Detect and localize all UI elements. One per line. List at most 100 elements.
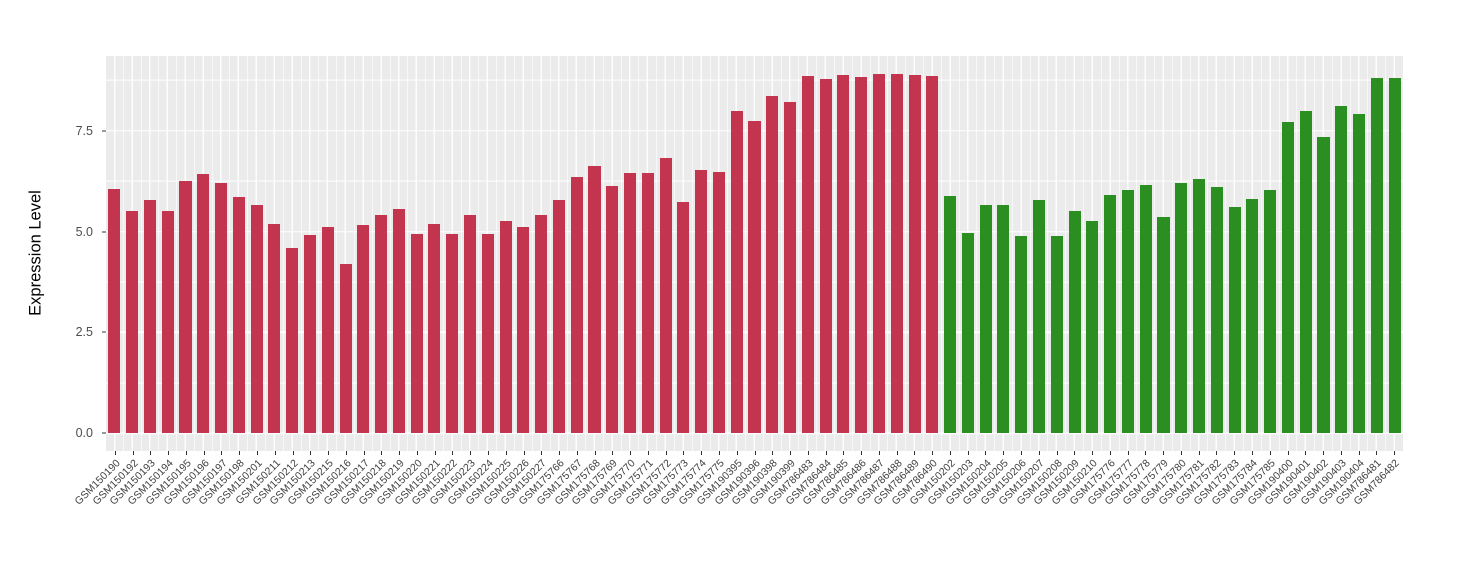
x-tick-mark bbox=[1394, 451, 1396, 455]
x-tick-mark bbox=[949, 451, 951, 455]
bar-slot bbox=[1278, 56, 1297, 451]
x-tick-mark bbox=[150, 451, 152, 455]
x-tick-mark bbox=[1323, 451, 1325, 455]
bar-slot bbox=[1225, 56, 1243, 451]
bar-slot bbox=[1029, 56, 1048, 451]
bar-GSM175785 bbox=[1264, 189, 1277, 434]
bar-GSM175774 bbox=[695, 170, 708, 434]
bar-GSM786484 bbox=[819, 79, 832, 434]
bar-slot bbox=[638, 56, 657, 451]
bar-slot bbox=[478, 56, 497, 451]
bar-GSM150206 bbox=[1015, 236, 1028, 434]
bar-slot bbox=[442, 56, 461, 451]
bar-slot bbox=[318, 56, 337, 451]
bar-GSM150225 bbox=[499, 220, 512, 434]
bar-GSM150217 bbox=[357, 225, 370, 434]
bar-slot bbox=[567, 56, 586, 451]
x-tick-mark bbox=[896, 451, 898, 455]
bar-slot bbox=[176, 56, 194, 451]
bar-slot bbox=[905, 56, 923, 451]
bar-slot bbox=[300, 56, 319, 451]
bar-slot bbox=[1136, 56, 1155, 451]
bar-slot bbox=[762, 56, 781, 451]
bar-slot bbox=[336, 56, 354, 451]
bar-slot bbox=[193, 56, 212, 451]
bar-GSM150196 bbox=[197, 173, 210, 434]
bar-GSM786489 bbox=[908, 74, 921, 434]
bar-GSM175775 bbox=[712, 171, 725, 434]
bar-slot bbox=[674, 56, 692, 451]
bar-slot bbox=[282, 56, 301, 451]
x-tick-mark bbox=[985, 451, 987, 455]
x-tick-mark bbox=[1038, 451, 1040, 455]
bar-GSM175782 bbox=[1210, 186, 1223, 434]
bar-GSM150226 bbox=[517, 227, 530, 434]
bar-slot bbox=[994, 56, 1012, 451]
bar-GSM150193 bbox=[143, 200, 156, 434]
bar-GSM150197 bbox=[215, 183, 228, 434]
bar-slot bbox=[1314, 56, 1332, 451]
bar-slot bbox=[691, 56, 710, 451]
bar-GSM190396 bbox=[748, 120, 761, 434]
x-tick-mark bbox=[345, 451, 347, 455]
x-tick-mark bbox=[825, 451, 827, 455]
y-tick-label: 2.5 bbox=[75, 325, 93, 340]
x-tick-mark bbox=[328, 451, 330, 455]
x-tick-mark bbox=[1092, 451, 1094, 455]
bar-slot bbox=[1082, 56, 1101, 451]
bar-GSM786488 bbox=[890, 73, 903, 434]
x-tick-mark bbox=[754, 451, 756, 455]
bar-GSM150218 bbox=[375, 214, 388, 434]
x-tick-mark bbox=[381, 451, 383, 455]
y-tick-mark bbox=[102, 231, 106, 232]
bar-slot bbox=[585, 56, 603, 451]
bar-slot bbox=[1171, 56, 1190, 451]
bar-GSM150215 bbox=[321, 226, 334, 434]
bar-slot bbox=[1385, 56, 1404, 451]
x-tick-mark bbox=[399, 451, 401, 455]
bar-slot bbox=[1011, 56, 1030, 451]
x-tick-mark bbox=[257, 451, 259, 455]
bar-GSM786481 bbox=[1370, 77, 1383, 434]
bar-slot bbox=[816, 56, 835, 451]
x-tick-mark bbox=[932, 451, 934, 455]
x-tick-mark bbox=[1021, 451, 1022, 455]
x-tick-mark bbox=[790, 451, 792, 455]
x-tick-mark bbox=[1376, 451, 1378, 455]
bar-slot bbox=[1296, 56, 1315, 451]
x-tick-mark bbox=[772, 451, 774, 455]
bar-slot bbox=[106, 56, 123, 451]
x-tick-mark bbox=[221, 451, 223, 455]
bar-GSM150216 bbox=[339, 263, 352, 434]
x-tick-mark bbox=[1216, 451, 1218, 455]
bar-GSM190402 bbox=[1317, 136, 1330, 434]
bar-GSM150208 bbox=[1050, 235, 1063, 434]
x-tick-mark bbox=[541, 451, 543, 455]
bar-GSM190400 bbox=[1281, 121, 1294, 434]
x-tick-mark bbox=[1305, 451, 1307, 455]
bar-GSM190399 bbox=[784, 102, 797, 434]
bar-GSM175783 bbox=[1228, 207, 1241, 434]
bar-slot bbox=[887, 56, 906, 451]
bar-slot bbox=[851, 56, 870, 451]
x-tick-mark bbox=[1269, 451, 1271, 455]
bar-slot bbox=[922, 56, 941, 451]
bar-slot bbox=[1118, 56, 1137, 451]
bar-GSM190404 bbox=[1353, 113, 1366, 434]
bar-GSM175767 bbox=[570, 177, 583, 434]
bar-GSM150212 bbox=[286, 247, 299, 434]
bar-slot bbox=[389, 56, 408, 451]
x-tick-mark bbox=[1056, 451, 1058, 455]
bar-GSM150222 bbox=[446, 233, 459, 434]
bar-slot bbox=[1349, 56, 1368, 451]
y-tick-label: 7.5 bbox=[75, 123, 93, 138]
bar-GSM150195 bbox=[179, 181, 192, 434]
bar-slot bbox=[1243, 56, 1261, 451]
bar-GSM150204 bbox=[979, 204, 992, 434]
x-tick-mark bbox=[1074, 451, 1076, 455]
x-tick-mark bbox=[843, 451, 845, 455]
x-tick-mark bbox=[505, 451, 507, 455]
bar-GSM175768 bbox=[588, 165, 601, 434]
x-tick-mark bbox=[1251, 451, 1253, 455]
